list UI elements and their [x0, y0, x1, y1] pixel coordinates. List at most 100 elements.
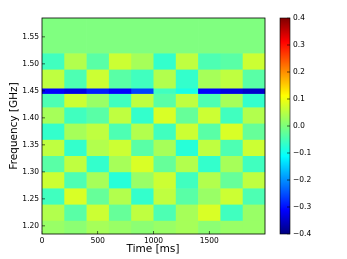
colorbar-tick-label: 0.4	[293, 13, 305, 22]
heat-cell	[153, 139, 177, 156]
heat-cell	[242, 18, 266, 54]
y-tick-label: 1.20	[22, 221, 39, 230]
heat-cell	[86, 171, 110, 189]
heat-cell	[86, 139, 110, 156]
x-tick-label: 1500	[200, 236, 219, 245]
heat-cell	[86, 53, 110, 70]
heat-cell	[108, 123, 132, 140]
heat-cell	[86, 188, 110, 205]
heat-cell	[153, 88, 177, 94]
heat-cell	[175, 171, 199, 189]
heat-cell	[220, 93, 243, 108]
heat-cell	[220, 88, 243, 94]
heat-cell	[242, 53, 266, 70]
heat-cell	[108, 171, 132, 189]
heat-cell	[242, 171, 266, 189]
heat-cell	[86, 155, 110, 173]
heat-cell	[153, 107, 177, 124]
heat-cell	[198, 93, 221, 108]
heat-cell	[108, 155, 132, 173]
heat-cell	[153, 53, 177, 70]
heat-cell	[198, 18, 221, 54]
heat-cell	[175, 18, 199, 54]
heat-cell	[175, 69, 199, 89]
heat-cell	[220, 171, 243, 189]
heat-cell	[198, 69, 221, 89]
y-tick-label: 1.45	[22, 86, 39, 95]
heat-cell	[86, 123, 110, 140]
colorbar-tick-label: 0.0	[293, 121, 305, 130]
heat-cell	[64, 155, 87, 173]
y-tick-label: 1.40	[22, 113, 39, 122]
heat-cell	[242, 220, 266, 235]
heat-cell	[86, 69, 110, 89]
heat-cell	[64, 188, 87, 205]
heat-cell	[175, 139, 199, 156]
heat-cell	[220, 69, 243, 89]
heat-cell	[220, 107, 243, 124]
colorbar-tick-label: −0.1	[293, 148, 311, 157]
heat-cell	[175, 220, 199, 235]
heat-cell	[131, 139, 154, 156]
heat-cell	[242, 69, 266, 89]
heat-cell	[131, 107, 154, 124]
heat-cell	[153, 93, 177, 108]
heat-cell	[198, 171, 221, 189]
heat-cell	[198, 188, 221, 205]
heat-cell	[64, 204, 87, 221]
heat-cell	[42, 123, 65, 140]
heat-cell	[131, 18, 154, 54]
heat-cell	[220, 139, 243, 156]
heat-cell	[175, 107, 199, 124]
heat-cell	[42, 155, 65, 173]
x-tick-label: 1000	[144, 236, 163, 245]
heat-cell	[131, 204, 154, 221]
x-tick-label: 0	[40, 236, 45, 245]
y-tick-label: 1.30	[22, 167, 39, 176]
heat-cell	[108, 18, 132, 54]
heat-cell	[175, 204, 199, 221]
heat-cell	[131, 88, 154, 94]
heat-cell	[42, 188, 65, 205]
heat-cell	[64, 18, 87, 54]
heat-cell	[42, 139, 65, 156]
heat-cell	[86, 204, 110, 221]
heat-cell	[242, 139, 266, 156]
heat-cell	[64, 139, 87, 156]
heat-cell	[153, 155, 177, 173]
heat-cell	[108, 88, 132, 94]
heat-cell	[175, 53, 199, 70]
heat-cell	[198, 88, 221, 94]
heat-cell	[242, 155, 266, 173]
y-tick-label: 1.35	[22, 140, 39, 149]
heat-cell	[220, 220, 243, 235]
heat-cell	[153, 204, 177, 221]
heat-cell	[108, 188, 132, 205]
heat-cell	[131, 155, 154, 173]
y-axis-label: Frequency [GHz]	[8, 82, 20, 169]
heat-cell	[198, 204, 221, 221]
heat-cell	[220, 123, 243, 140]
heat-cell	[175, 188, 199, 205]
heat-cell	[64, 69, 87, 89]
x-tick-label: 500	[91, 236, 106, 245]
heat-cell	[131, 220, 154, 235]
heat-cell	[131, 53, 154, 70]
heat-cell	[42, 107, 65, 124]
heat-cell	[220, 18, 243, 54]
heat-cell	[220, 204, 243, 221]
heat-cell	[42, 69, 65, 89]
heat-cell	[131, 69, 154, 89]
heat-cell	[198, 220, 221, 235]
heat-cell	[242, 123, 266, 140]
heat-cell	[153, 69, 177, 89]
heat-cell	[42, 171, 65, 189]
heat-cell	[42, 220, 65, 235]
heat-cell	[220, 53, 243, 70]
colorbar-tick-label: −0.3	[293, 202, 311, 211]
colorbar-tick-label: −0.4	[293, 229, 311, 238]
heat-cell	[198, 107, 221, 124]
heat-cell	[153, 123, 177, 140]
heat-cell	[108, 107, 132, 124]
